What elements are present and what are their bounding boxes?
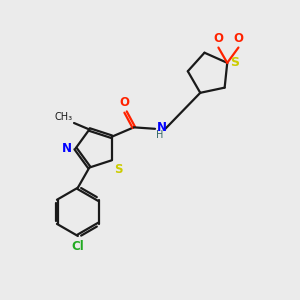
- Text: N: N: [157, 121, 166, 134]
- Text: N: N: [62, 142, 72, 155]
- Text: S: S: [114, 163, 123, 176]
- Text: H: H: [157, 130, 164, 140]
- Text: O: O: [233, 32, 243, 45]
- Text: O: O: [119, 96, 129, 109]
- Text: O: O: [213, 32, 224, 45]
- Text: S: S: [230, 56, 239, 69]
- Text: CH₃: CH₃: [54, 112, 73, 122]
- Text: Cl: Cl: [71, 239, 84, 253]
